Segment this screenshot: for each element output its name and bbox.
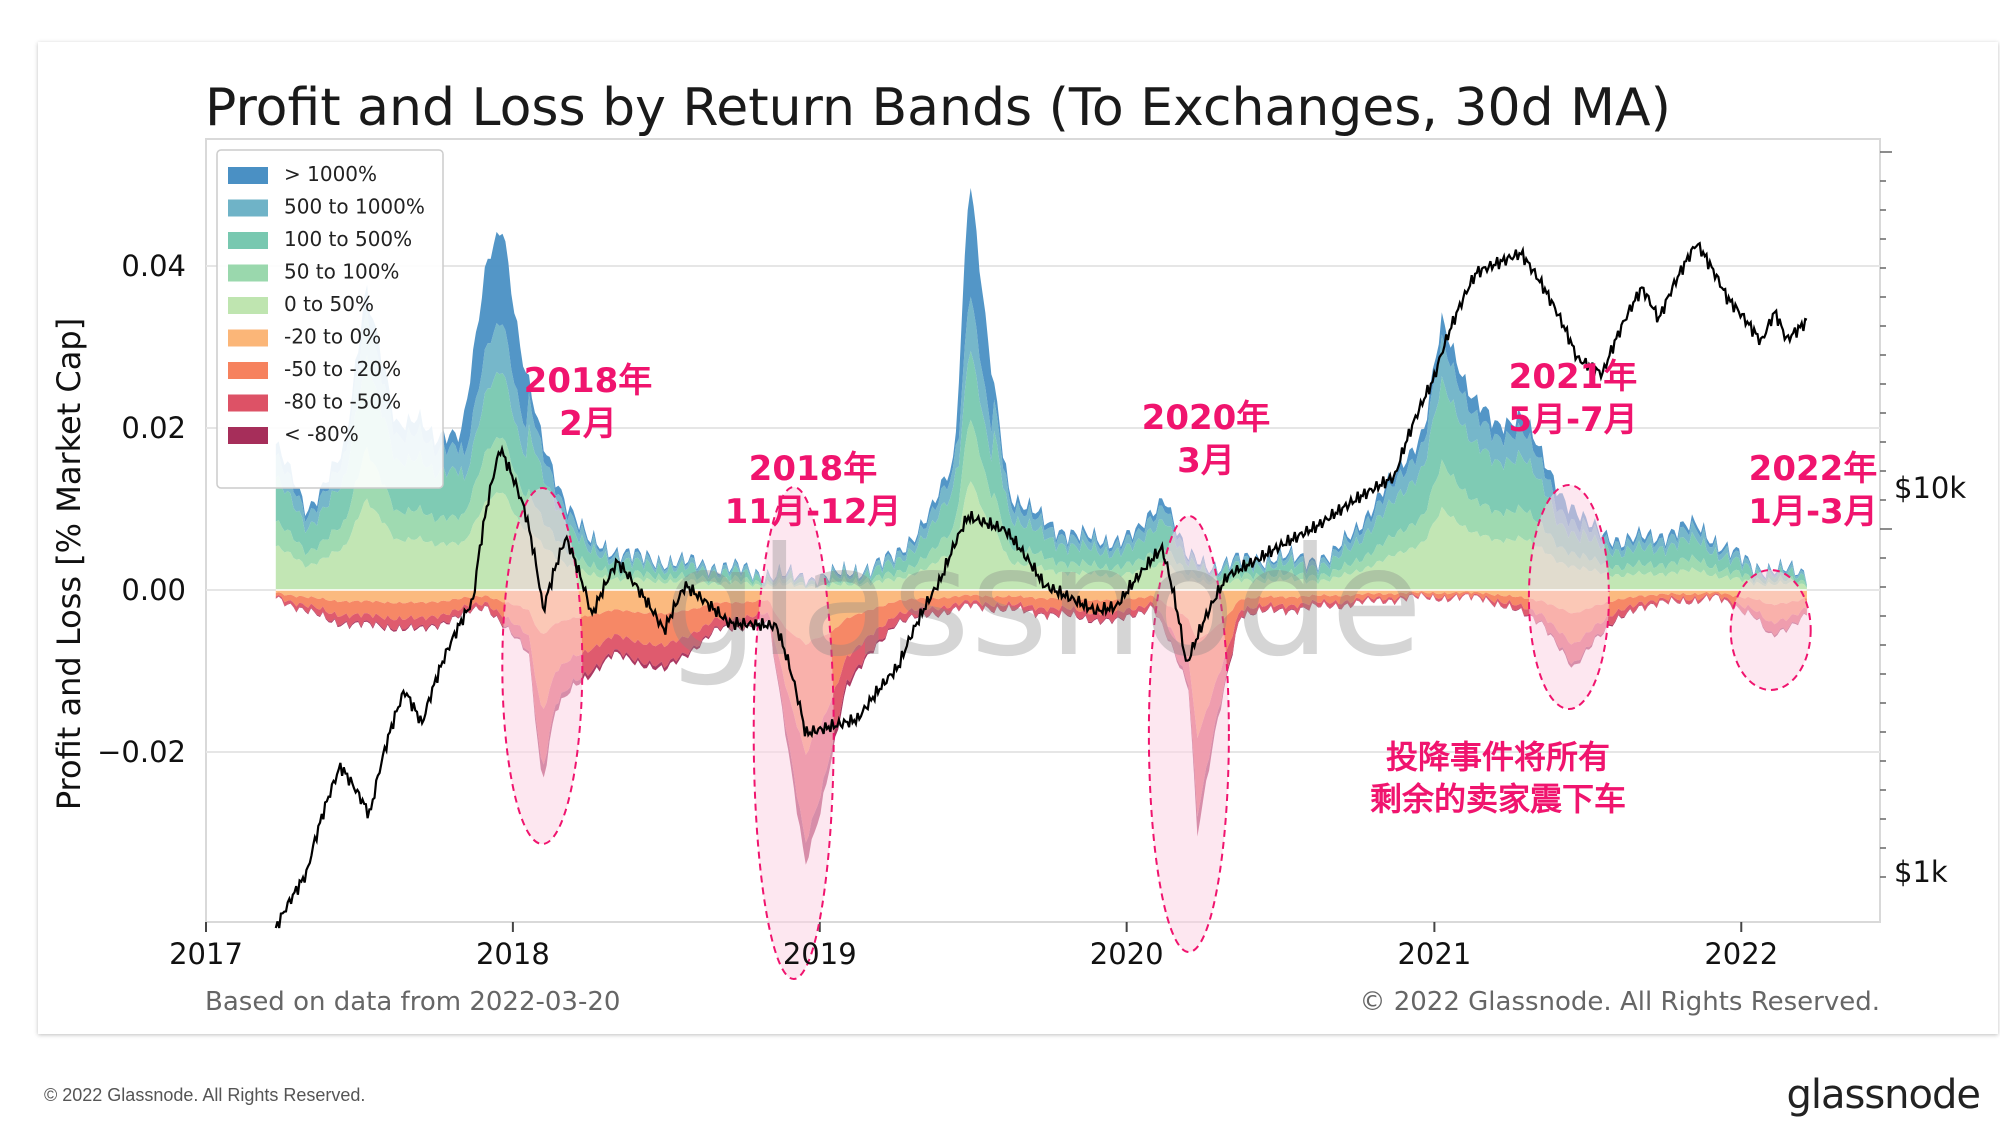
watermark: glassnode	[663, 516, 1422, 690]
legend-swatch	[228, 362, 268, 379]
annotation-label: 1月-3月	[1748, 492, 1877, 532]
annotation-label: 2018年	[524, 361, 653, 401]
y-tick-label: −0.02	[97, 735, 186, 769]
annotation-label: 2021年	[1509, 357, 1638, 397]
y-tick-label: 0.04	[121, 249, 186, 283]
legend-label: -80 to -50%	[284, 390, 401, 414]
annotation-label: 2018年	[749, 449, 878, 489]
legend-swatch	[228, 394, 268, 412]
annotation-label: 11月-12月	[725, 492, 902, 532]
legend-box	[216, 149, 444, 489]
area-series	[275, 296, 1807, 587]
y-tick-label: 0.02	[121, 411, 186, 445]
legend-label: 50 to 100%	[284, 260, 399, 284]
area-series	[275, 187, 1807, 587]
x-tick-label: 2018	[476, 937, 550, 971]
annotation-label: 2022年	[1749, 449, 1878, 489]
x-tick-label: 2019	[783, 937, 857, 971]
x-tick-label: 2017	[169, 937, 243, 971]
legend-swatch	[228, 264, 268, 282]
chart-title: Profit and Loss by Return Bands (To Exch…	[205, 78, 1671, 138]
legend-swatch	[228, 329, 268, 347]
area-series	[275, 419, 1807, 589]
area-series	[275, 592, 1807, 843]
x-tick-label: 2022	[1704, 937, 1778, 971]
chart-card: glassnode > 1000% 500 to 1000% 100 to 500% 5…	[38, 42, 1998, 1034]
y-tick-label: 0.00	[121, 573, 186, 607]
annotation-label: 2月	[559, 404, 617, 444]
legend-label: -20 to 0%	[284, 325, 381, 349]
legend-label: > 1000%	[284, 162, 377, 186]
legend-swatch	[228, 167, 268, 184]
legend-label: 500 to 1000%	[284, 195, 425, 219]
annotation-label: 2020年	[1142, 398, 1271, 438]
legend-swatch	[228, 232, 268, 249]
annotation-label: 3月	[1177, 441, 1235, 481]
area-series	[275, 481, 1807, 590]
footer-copyright: © 2022 Glassnode. All Rights Reserved.	[44, 1085, 366, 1105]
note-text: 投降事件将所有	[1386, 738, 1610, 776]
glassnode-logo: glassnode	[1786, 1072, 1981, 1118]
source-note: Based on data from 2022-03-20	[205, 987, 620, 1017]
area-series	[275, 591, 1807, 755]
legend-swatch	[228, 427, 268, 444]
highlight-ellipse	[1527, 484, 1610, 710]
highlight-ellipse	[501, 487, 584, 845]
area-series	[275, 590, 1807, 645]
legend: > 1000% 500 to 1000% 100 to 500% 50 to 100%…	[216, 149, 444, 489]
y2-tick-label: $1k	[1894, 855, 1948, 889]
chart: glassnode > 1000% 500 to 1000% 100 to 500% 5…	[50, 78, 1966, 1017]
annotation-label: 5月-7月	[1508, 400, 1637, 440]
legend-label: < -80%	[284, 422, 359, 446]
highlight-ellipse	[1729, 569, 1812, 691]
y2-tick-label: $10k	[1894, 471, 1966, 505]
legend-label: -50 to -20%	[284, 357, 401, 381]
x-tick-label: 2021	[1397, 937, 1471, 971]
price-line	[274, 241, 1808, 929]
legend-swatch	[228, 199, 268, 217]
highlight-ellipse	[1147, 515, 1230, 953]
highlight-ellipse	[752, 486, 835, 980]
legend-swatch	[228, 297, 268, 314]
y-axis-label: Profit and Loss [% Market Cap]	[50, 318, 88, 810]
plot-frame	[205, 138, 1881, 923]
legend-label: 100 to 500%	[284, 227, 412, 251]
area-series	[275, 350, 1807, 589]
chart-copyright: © 2022 Glassnode. All Rights Reserved.	[1359, 987, 1880, 1017]
note-text: 剩余的卖家震下车	[1370, 780, 1626, 818]
x-tick-label: 2020	[1090, 937, 1164, 971]
legend-label: 0 to 50%	[284, 292, 374, 316]
